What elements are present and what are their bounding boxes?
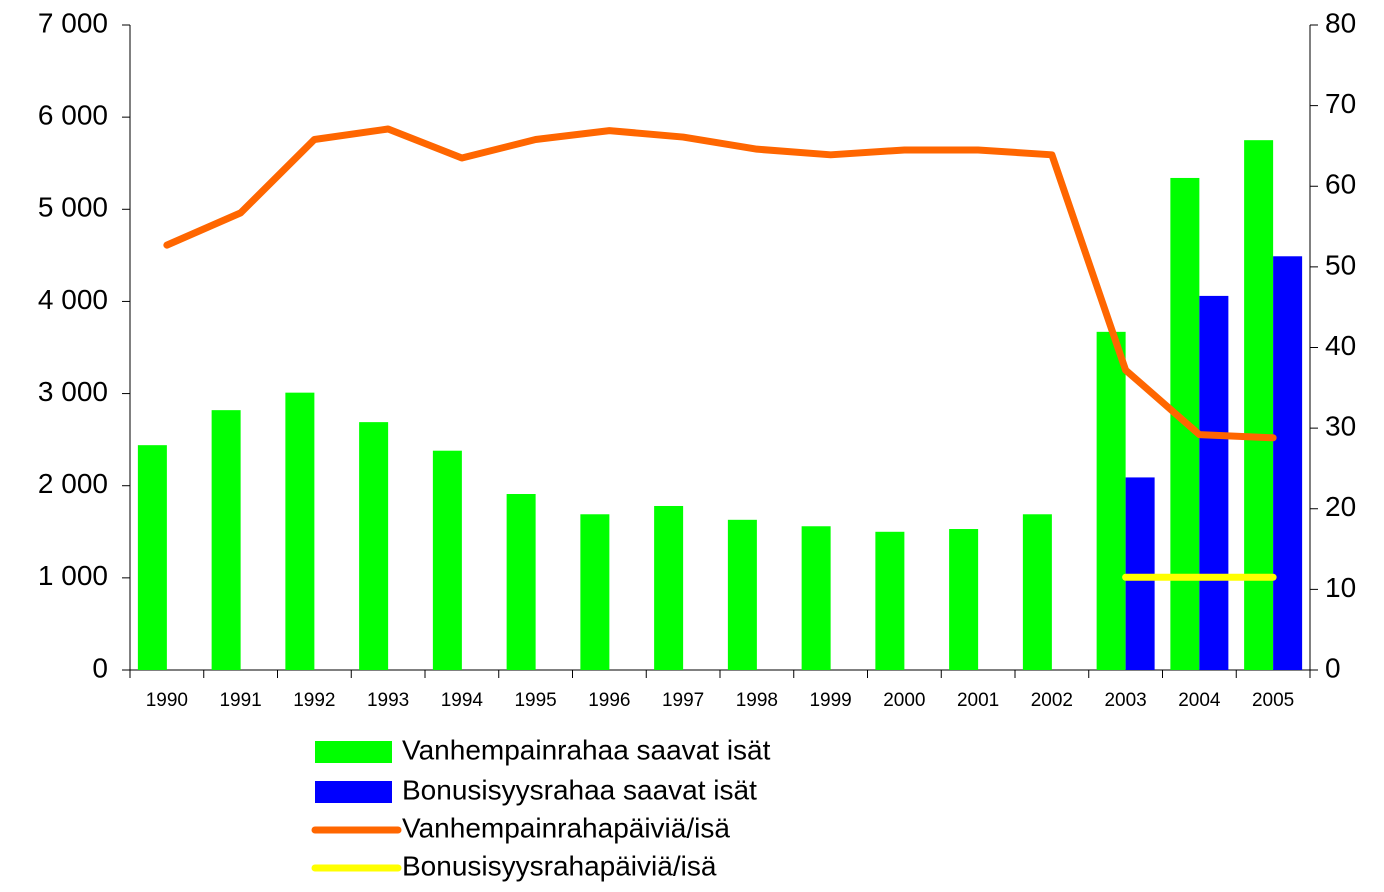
bar xyxy=(1125,477,1155,670)
x-tick-label: 2003 xyxy=(1104,690,1146,711)
x-tick-label: 2000 xyxy=(883,690,925,711)
y-tick-label: 2 000 xyxy=(38,468,108,499)
y2-tick-label: 0 xyxy=(1325,652,1341,683)
bar xyxy=(949,529,979,670)
y2-tick-label: 30 xyxy=(1325,411,1356,442)
y2-tick-label: 60 xyxy=(1325,169,1356,200)
bar xyxy=(727,519,757,670)
y2-tick-label: 50 xyxy=(1325,249,1356,280)
y-tick-label: 0 xyxy=(92,652,108,683)
bar xyxy=(506,494,536,670)
legend-label: Bonusisyysrahaa saavat isät xyxy=(402,774,757,805)
y-tick-label: 5 000 xyxy=(38,192,108,223)
y-tick-label: 4 000 xyxy=(38,284,108,315)
x-tick-label: 1998 xyxy=(736,690,778,711)
x-tick-label: 1990 xyxy=(146,690,188,711)
bar xyxy=(1199,295,1229,670)
x-tick-label: 1995 xyxy=(514,690,556,711)
bar xyxy=(285,392,315,670)
y2-tick-label: 20 xyxy=(1325,491,1356,522)
x-tick-label: 2001 xyxy=(957,690,999,711)
legend-label: Vanhempainrahaa saavat isät xyxy=(402,734,771,765)
bar xyxy=(1273,256,1303,670)
x-tick-label: 1994 xyxy=(441,690,484,711)
y2-tick-label: 80 xyxy=(1325,7,1356,38)
legend-swatch xyxy=(315,781,392,803)
x-tick-label: 1996 xyxy=(588,690,630,711)
bar xyxy=(1244,140,1274,670)
y-tick-label: 1 000 xyxy=(38,560,108,591)
y2-tick-label: 40 xyxy=(1325,330,1356,361)
x-tick-label: 2004 xyxy=(1178,690,1221,711)
bar xyxy=(432,450,462,670)
x-tick-label: 1991 xyxy=(219,690,261,711)
legend-label: Bonusisyysrahapäiviä/isä xyxy=(402,850,717,881)
bar xyxy=(1022,514,1052,670)
y-tick-label: 3 000 xyxy=(38,376,108,407)
x-tick-label: 2005 xyxy=(1252,690,1294,711)
x-tick-label: 1992 xyxy=(293,690,335,711)
x-tick-label: 1997 xyxy=(662,690,704,711)
line xyxy=(163,125,1277,442)
bar xyxy=(654,505,684,670)
legend-label: Vanhempainrahapäiviä/isä xyxy=(402,812,730,843)
bar xyxy=(580,514,610,670)
bar xyxy=(1096,331,1126,670)
bar xyxy=(359,422,389,670)
x-tick-label: 2002 xyxy=(1031,690,1073,711)
legend-swatch xyxy=(315,741,392,763)
bar xyxy=(211,410,241,670)
y2-tick-label: 10 xyxy=(1325,572,1356,603)
bar xyxy=(801,526,831,670)
bar xyxy=(875,531,905,670)
y2-tick-label: 70 xyxy=(1325,88,1356,119)
bar xyxy=(137,445,167,670)
y-tick-label: 7 000 xyxy=(38,7,108,38)
x-tick-label: 1993 xyxy=(367,690,409,711)
y-tick-label: 6 000 xyxy=(38,100,108,131)
x-tick-label: 1999 xyxy=(809,690,851,711)
